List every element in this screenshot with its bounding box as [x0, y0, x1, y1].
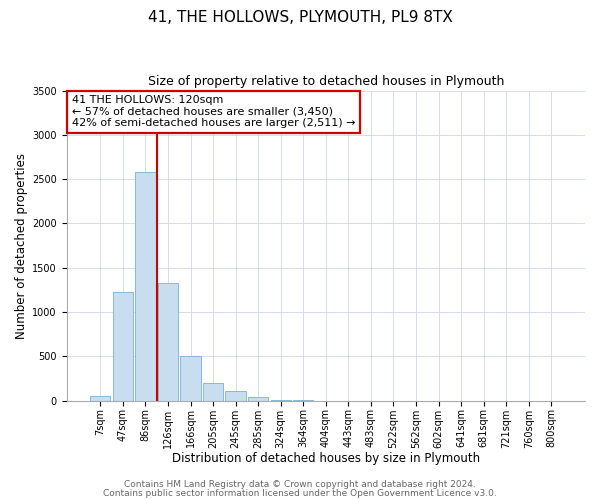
Bar — [248, 397, 268, 400]
Text: 41, THE HOLLOWS, PLYMOUTH, PL9 8TX: 41, THE HOLLOWS, PLYMOUTH, PL9 8TX — [148, 10, 452, 25]
Bar — [135, 172, 155, 400]
Title: Size of property relative to detached houses in Plymouth: Size of property relative to detached ho… — [148, 75, 504, 88]
Text: 41 THE HOLLOWS: 120sqm
← 57% of detached houses are smaller (3,450)
42% of semi-: 41 THE HOLLOWS: 120sqm ← 57% of detached… — [72, 95, 355, 128]
Text: Contains HM Land Registry data © Crown copyright and database right 2024.: Contains HM Land Registry data © Crown c… — [124, 480, 476, 489]
Bar — [90, 396, 110, 400]
Bar — [226, 391, 246, 400]
Bar — [181, 356, 200, 401]
Bar — [113, 292, 133, 401]
Y-axis label: Number of detached properties: Number of detached properties — [15, 152, 28, 338]
Bar — [158, 283, 178, 401]
Text: Contains public sector information licensed under the Open Government Licence v3: Contains public sector information licen… — [103, 488, 497, 498]
X-axis label: Distribution of detached houses by size in Plymouth: Distribution of detached houses by size … — [172, 452, 480, 465]
Bar — [203, 384, 223, 400]
